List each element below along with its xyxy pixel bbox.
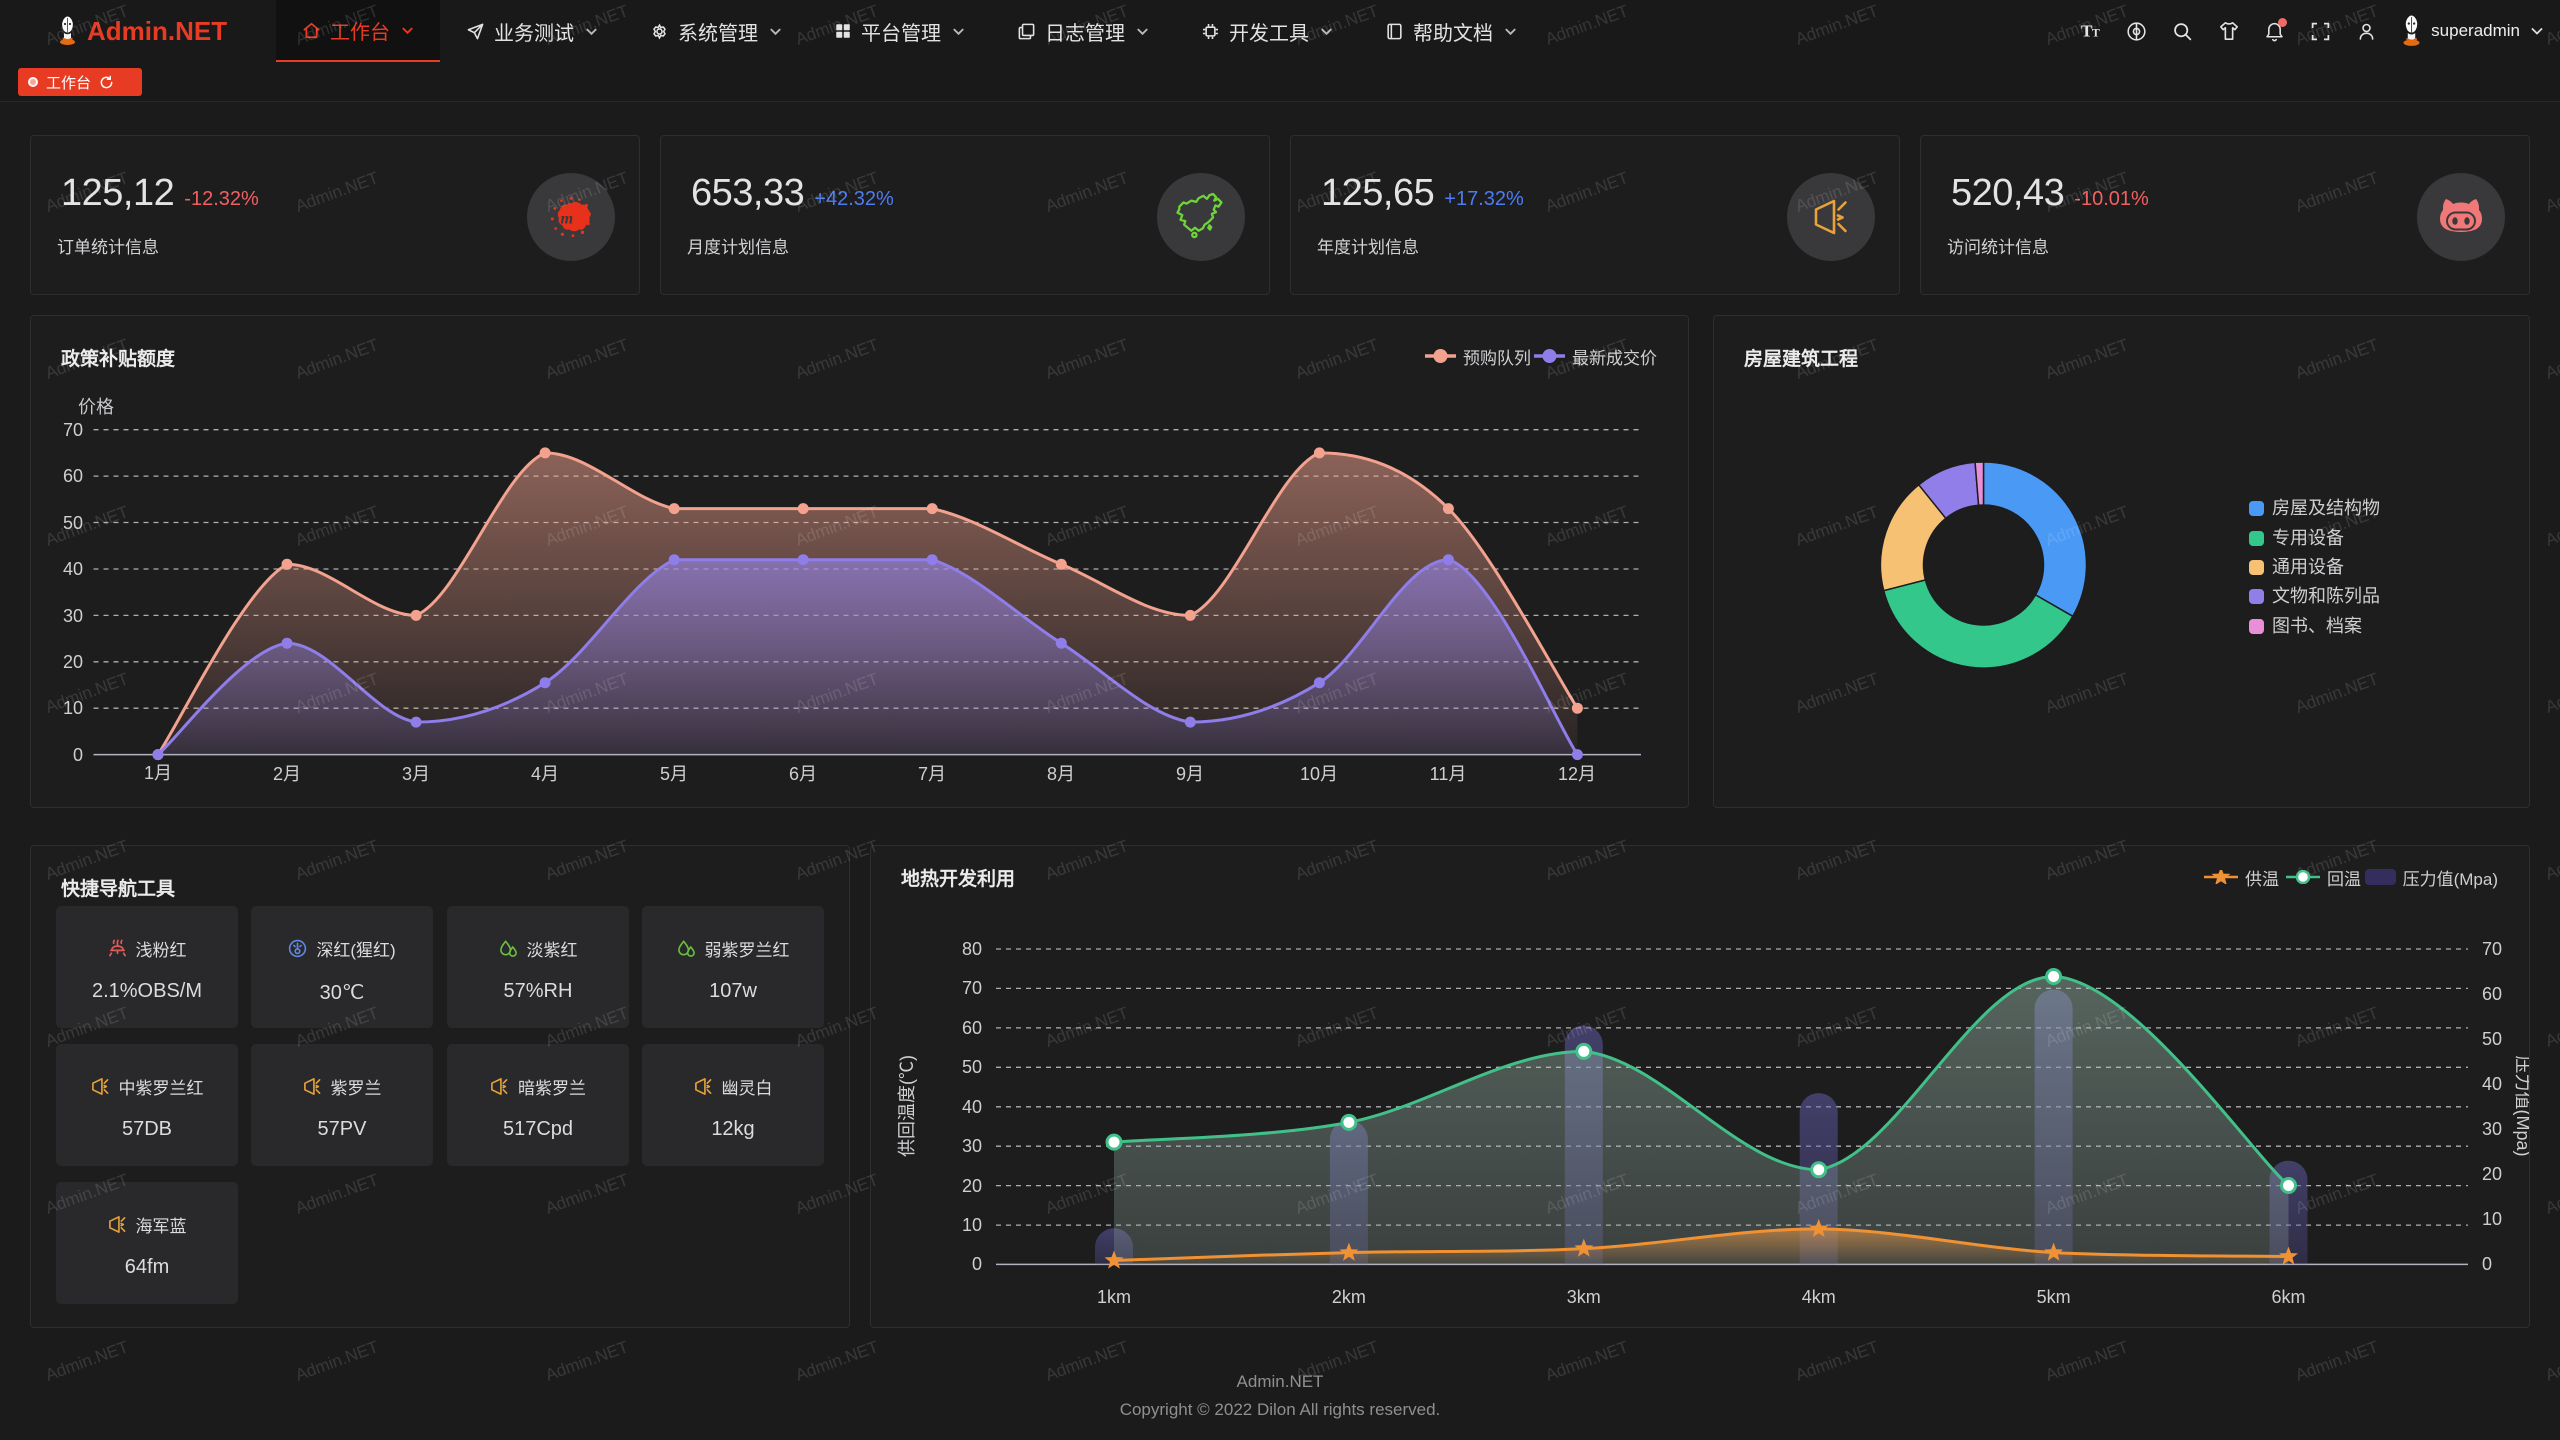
- svg-text:40: 40: [962, 1097, 982, 1117]
- svg-text:9月: 9月: [1176, 764, 1204, 784]
- svg-text:70: 70: [2482, 939, 2502, 959]
- svg-text:3km: 3km: [1567, 1287, 1601, 1307]
- svg-text:8月: 8月: [1047, 764, 1075, 784]
- svg-text:50: 50: [2482, 1029, 2502, 1049]
- svg-text:1km: 1km: [1097, 1287, 1131, 1307]
- svg-text:0: 0: [2482, 1254, 2492, 1274]
- svg-text:1月: 1月: [144, 763, 172, 783]
- svg-text:4月: 4月: [531, 764, 559, 784]
- svg-text:10: 10: [962, 1215, 982, 1235]
- svg-text:60: 60: [63, 466, 83, 486]
- svg-text:2月: 2月: [273, 764, 301, 784]
- svg-text:0: 0: [73, 745, 83, 765]
- svg-text:4km: 4km: [1802, 1287, 1836, 1307]
- svg-text:70: 70: [962, 978, 982, 998]
- svg-text:10: 10: [2482, 1209, 2502, 1229]
- svg-text:T: T: [2092, 25, 2100, 39]
- svg-text:20: 20: [2482, 1164, 2502, 1184]
- svg-text:20: 20: [962, 1176, 982, 1196]
- svg-text:专用设备: 专用设备: [2272, 528, 2344, 548]
- svg-text:60: 60: [2482, 984, 2502, 1004]
- svg-text:80: 80: [962, 939, 982, 959]
- svg-text:50: 50: [63, 513, 83, 533]
- svg-text:11月: 11月: [1430, 764, 1467, 784]
- svg-text:40: 40: [2482, 1074, 2502, 1094]
- svg-text:30: 30: [962, 1136, 982, 1156]
- svg-text:2km: 2km: [1332, 1287, 1366, 1307]
- svg-text:20: 20: [63, 652, 83, 672]
- svg-text:30: 30: [63, 606, 83, 626]
- svg-text:6月: 6月: [789, 764, 817, 784]
- svg-text:60: 60: [962, 1018, 982, 1038]
- svg-text:7月: 7月: [918, 764, 946, 784]
- svg-text:40: 40: [63, 559, 83, 579]
- svg-text:10月: 10月: [1300, 764, 1338, 784]
- svg-text:压力值(Mpa): 压力值(Mpa): [2513, 1055, 2529, 1156]
- svg-text:10: 10: [63, 698, 83, 718]
- svg-text:3月: 3月: [402, 764, 430, 784]
- svg-text:m: m: [560, 209, 573, 228]
- svg-text:70: 70: [63, 420, 83, 440]
- svg-text:6km: 6km: [2271, 1287, 2305, 1307]
- svg-text:文物和陈列品: 文物和陈列品: [2272, 586, 2380, 606]
- svg-text:5月: 5月: [660, 764, 688, 784]
- svg-text:12月: 12月: [1558, 764, 1596, 784]
- svg-text:供回温度(℃): 供回温度(℃): [897, 1055, 917, 1157]
- svg-text:0: 0: [972, 1254, 982, 1274]
- svg-text:价格: 价格: [78, 397, 114, 417]
- svg-text:通用设备: 通用设备: [2272, 557, 2344, 577]
- svg-text:50: 50: [962, 1057, 982, 1077]
- svg-text:房屋及结构物: 房屋及结构物: [2272, 498, 2380, 518]
- svg-text:30: 30: [2482, 1119, 2502, 1139]
- svg-text:5km: 5km: [2037, 1287, 2071, 1307]
- svg-text:图书、档案: 图书、档案: [2272, 616, 2362, 636]
